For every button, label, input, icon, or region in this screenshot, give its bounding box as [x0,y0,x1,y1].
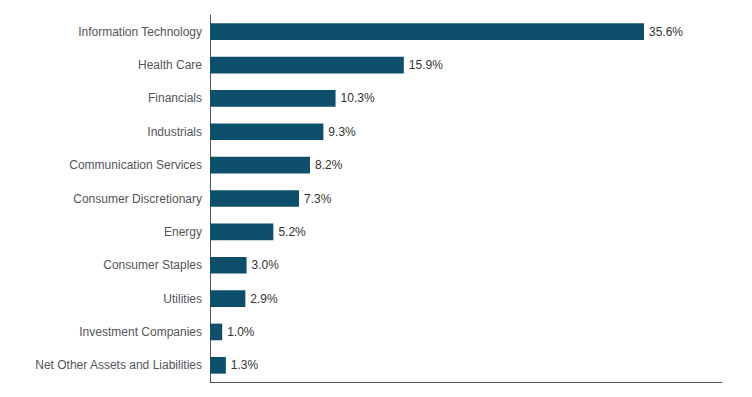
svg-text:10.3%: 10.3% [341,91,375,105]
svg-text:Health Care: Health Care [138,58,202,72]
svg-text:8.2%: 8.2% [315,158,343,172]
svg-text:9.3%: 9.3% [328,125,356,139]
svg-text:1.0%: 1.0% [227,325,255,339]
svg-text:Communication Services: Communication Services [69,158,202,172]
svg-text:Consumer Discretionary: Consumer Discretionary [73,192,202,206]
svg-text:2.9%: 2.9% [250,292,278,306]
svg-text:5.2%: 5.2% [278,225,306,239]
svg-text:Financials: Financials [148,91,202,105]
svg-text:Investment Companies: Investment Companies [79,325,202,339]
svg-text:15.9%: 15.9% [409,58,443,72]
svg-text:Utilities: Utilities [163,292,202,306]
svg-text:Net Other Assets and Liabiliti: Net Other Assets and Liabilities [35,358,202,372]
svg-text:Energy: Energy [164,225,202,239]
svg-text:1.3%: 1.3% [231,358,259,372]
svg-text:3.0%: 3.0% [252,258,280,272]
svg-text:7.3%: 7.3% [304,192,332,206]
svg-text:Information Technology: Information Technology [78,25,202,39]
svg-text:35.6%: 35.6% [649,25,683,39]
svg-text:Industrials: Industrials [147,125,202,139]
svg-text:Consumer Staples: Consumer Staples [103,258,202,272]
